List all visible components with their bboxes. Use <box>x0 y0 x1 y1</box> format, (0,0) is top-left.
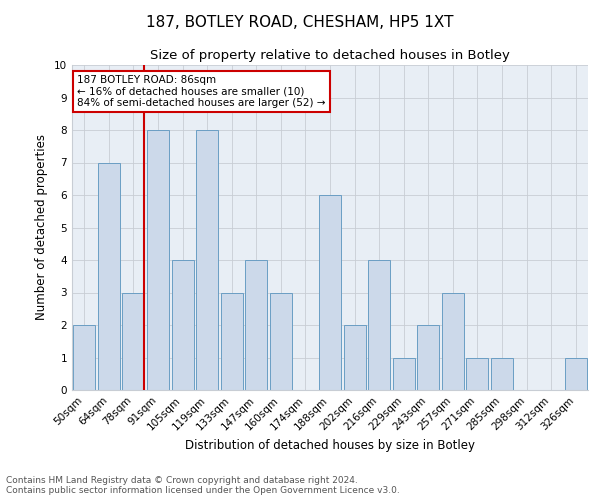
Bar <box>147 130 169 390</box>
Bar <box>196 130 218 390</box>
Bar <box>565 358 587 390</box>
Bar <box>417 325 439 390</box>
Bar <box>319 195 341 390</box>
Bar <box>98 162 120 390</box>
Bar <box>491 358 513 390</box>
Title: Size of property relative to detached houses in Botley: Size of property relative to detached ho… <box>150 50 510 62</box>
Bar <box>368 260 390 390</box>
Text: Contains HM Land Registry data © Crown copyright and database right 2024.
Contai: Contains HM Land Registry data © Crown c… <box>6 476 400 495</box>
Text: 187, BOTLEY ROAD, CHESHAM, HP5 1XT: 187, BOTLEY ROAD, CHESHAM, HP5 1XT <box>146 15 454 30</box>
Bar <box>270 292 292 390</box>
Bar <box>245 260 268 390</box>
Text: 187 BOTLEY ROAD: 86sqm
← 16% of detached houses are smaller (10)
84% of semi-det: 187 BOTLEY ROAD: 86sqm ← 16% of detached… <box>77 74 326 108</box>
Bar <box>442 292 464 390</box>
Bar <box>221 292 243 390</box>
Bar <box>73 325 95 390</box>
X-axis label: Distribution of detached houses by size in Botley: Distribution of detached houses by size … <box>185 438 475 452</box>
Bar <box>172 260 194 390</box>
Bar <box>466 358 488 390</box>
Bar <box>392 358 415 390</box>
Bar <box>344 325 365 390</box>
Y-axis label: Number of detached properties: Number of detached properties <box>35 134 49 320</box>
Bar <box>122 292 145 390</box>
